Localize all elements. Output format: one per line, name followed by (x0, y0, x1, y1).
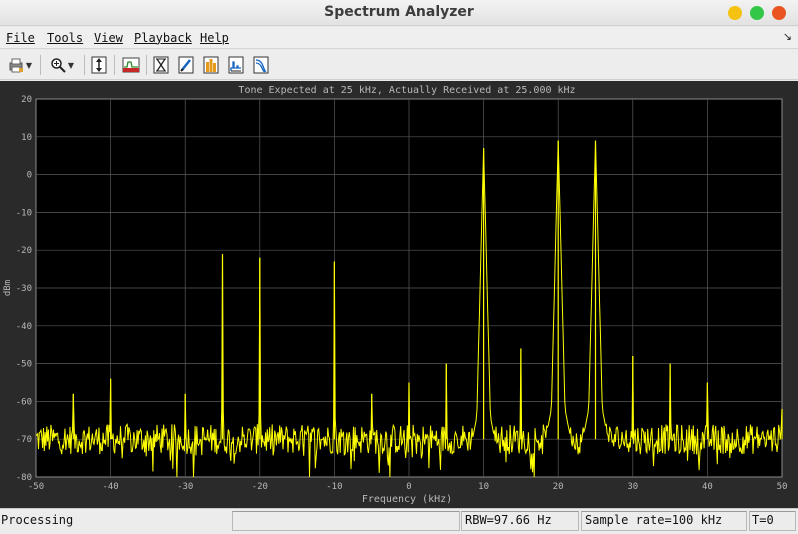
ccdf-button[interactable] (250, 54, 272, 76)
title-bar: Spectrum Analyzer (0, 0, 798, 26)
plot-title: Tone Expected at 25 kHz, Actually Receiv… (238, 85, 575, 96)
x-axis-label: Frequency (kHz) (362, 494, 452, 505)
zoom-button[interactable]: ▼ (44, 54, 80, 76)
peak-finder-icon (178, 56, 194, 74)
y-axis-ticks: 20 10 0 -10 -20 -30 -40 -50 -60 -70 -80 (16, 95, 32, 483)
status-bar: Processing RBW=97.66 Hz Sample rate=100 … (0, 508, 798, 534)
print-button[interactable]: ▼ (2, 54, 38, 76)
y-tick-label: -40 (16, 322, 32, 332)
status-time: T=0 (752, 513, 774, 527)
y-tick-label: -80 (16, 473, 32, 483)
cursor-measurements-icon (153, 56, 169, 74)
plot-panel: Tone Expected at 25 kHz, Actually Receiv… (0, 81, 798, 508)
x-tick-label: -30 (177, 482, 193, 492)
x-tick-label: 0 (406, 482, 411, 492)
y-tick-label: 20 (21, 95, 32, 105)
menu-file[interactable]: File (6, 31, 35, 45)
cursor-measurements-button[interactable] (150, 54, 172, 76)
y-tick-label: 10 (21, 133, 32, 143)
window-title: Spectrum Analyzer (324, 4, 474, 20)
x-tick-label: 20 (553, 482, 564, 492)
y-tick-label: -10 (16, 208, 32, 218)
scale-axes-button[interactable] (88, 54, 110, 76)
status-sample-rate: Sample rate=100 kHz (585, 513, 723, 527)
trace-group (35, 140, 783, 478)
x-tick-label: 50 (777, 482, 788, 492)
toolbar: ▼ ▼ (0, 50, 798, 80)
ccdf-icon (253, 56, 269, 74)
x-tick-label: 30 (627, 482, 638, 492)
menu-help[interactable]: Help (200, 31, 229, 45)
menu-bar: File Tools View Playback Help ↘ (0, 27, 798, 49)
y-tick-label: -30 (16, 284, 32, 294)
print-icon (9, 58, 23, 73)
y-tick-label: -60 (16, 397, 32, 407)
chevron-down-icon: ▼ (25, 60, 33, 70)
distortion-measurements-button[interactable] (225, 54, 247, 76)
y-tick-label: 0 (27, 171, 32, 181)
y-axis-label: dBm (3, 280, 13, 296)
scale-axes-icon (91, 56, 107, 74)
minimize-button[interactable] (728, 6, 742, 20)
distortion-measurements-icon (228, 56, 244, 74)
channel-measurements-icon (203, 56, 219, 74)
y-tick-label: -50 (16, 360, 32, 370)
y-tick-label: -20 (16, 246, 32, 256)
y-tick-label: -70 (16, 435, 32, 445)
chevron-down-icon: ▼ (67, 60, 75, 70)
menu-playback[interactable]: Playback (134, 31, 192, 45)
dock-arrow-icon[interactable]: ↘ (782, 30, 792, 43)
spectrum-plot[interactable]: Tone Expected at 25 kHz, Actually Receiv… (0, 81, 798, 508)
x-tick-label: 10 (478, 482, 489, 492)
x-tick-label: -50 (28, 482, 44, 492)
maximize-button[interactable] (750, 6, 764, 20)
channel-measurements-button[interactable] (200, 54, 222, 76)
x-tick-label: -20 (252, 482, 268, 492)
spectrum-settings-icon (122, 57, 140, 73)
peak-finder-button[interactable] (175, 54, 197, 76)
status-rbw: RBW=97.66 Hz (465, 513, 552, 527)
menu-tools[interactable]: Tools (47, 31, 84, 45)
status-state: Processing (1, 513, 74, 527)
spectrum-settings-button[interactable] (120, 54, 142, 76)
x-axis-ticks: -50 -40 -30 -20 -10 0 10 20 30 40 50 (28, 482, 788, 492)
close-button[interactable] (772, 6, 786, 20)
x-tick-label: 40 (702, 482, 713, 492)
x-tick-label: -10 (326, 482, 342, 492)
menu-view[interactable]: View (94, 31, 123, 45)
zoom-in-icon (51, 58, 66, 73)
x-tick-label: -40 (102, 482, 118, 492)
